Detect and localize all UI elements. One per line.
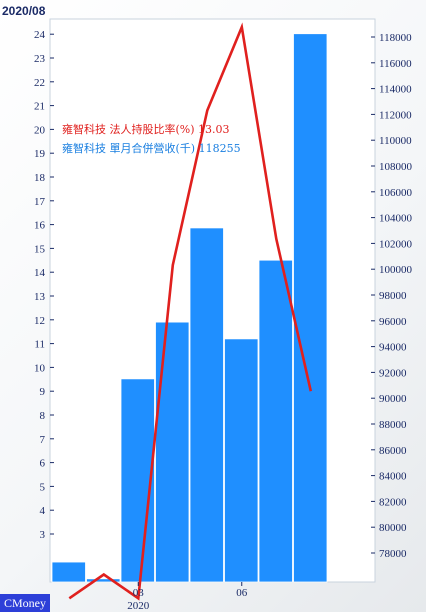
left-tick-label: 6 (40, 458, 46, 470)
left-tick-label: 16 (34, 220, 46, 232)
right-tick-label: 102000 (379, 238, 413, 250)
right-tick-label: 98000 (379, 290, 407, 302)
right-tick-label: 112000 (379, 109, 412, 121)
right-tick-label: 88000 (379, 419, 407, 431)
right-tick-label: 94000 (379, 342, 407, 354)
legend-line-label: 雍智科技 法人持股比率(%) 13.03 (62, 123, 230, 136)
right-tick-label: 96000 (379, 316, 407, 328)
left-tick-label: 22 (34, 77, 45, 89)
right-tick-label: 118000 (379, 32, 412, 44)
left-tick-label: 19 (34, 148, 46, 160)
left-tick-label: 4 (40, 505, 46, 517)
bar (189, 227, 224, 583)
right-tick-label: 100000 (379, 264, 413, 276)
bar-series (51, 33, 328, 583)
left-tick-label: 10 (34, 362, 46, 374)
line-series (68, 22, 313, 601)
left-tick-label: 5 (40, 481, 46, 493)
left-tick-label: 18 (34, 172, 46, 184)
left-axis: 3 4 5 6 7 8 9 10 11 12 13 14 15 16 17 18 19 20 21 22 23 24 (34, 29, 54, 541)
left-tick-label: 12 (34, 315, 45, 327)
left-tick-label: 13 (34, 291, 46, 303)
right-tick-label: 78000 (379, 548, 407, 560)
bar (155, 321, 190, 583)
right-tick-label: 80000 (379, 522, 407, 534)
bar (51, 561, 86, 583)
line-path (68, 22, 313, 601)
left-tick-label: 23 (34, 53, 46, 65)
right-tick-label: 104000 (379, 213, 413, 225)
right-tick-label: 82000 (379, 496, 407, 508)
left-tick-label: 17 (34, 196, 46, 208)
bar (293, 33, 328, 583)
left-tick-label: 9 (40, 386, 46, 398)
left-tick-label: 11 (34, 339, 45, 351)
left-tick-label: 7 (40, 434, 46, 446)
left-tick-label: 24 (34, 29, 46, 41)
left-tick-label: 20 (34, 124, 46, 136)
right-tick-label: 84000 (379, 471, 407, 483)
left-tick-label: 21 (34, 101, 45, 113)
x-tick-sublabel: 2020 (127, 600, 150, 612)
left-tick-label: 3 (40, 529, 46, 541)
right-tick-label: 106000 (379, 187, 413, 199)
right-tick-label: 110000 (379, 135, 412, 147)
chart-date: 2020/08 (2, 4, 46, 18)
left-tick-label: 14 (34, 267, 46, 279)
bar (86, 578, 121, 583)
right-tick-label: 92000 (379, 367, 407, 379)
legend: 雍智科技 法人持股比率(%) 13.03 雍智科技 單月合併營收(千) 1182… (62, 120, 241, 158)
x-tick-label: 03 (133, 587, 145, 599)
x-tick-label: 06 (236, 587, 248, 599)
bar (224, 338, 259, 583)
right-tick-label: 86000 (379, 445, 407, 457)
right-tick-label: 116000 (379, 58, 412, 70)
right-tick-label: 108000 (379, 161, 413, 173)
bar (258, 259, 293, 583)
left-tick-label: 15 (34, 243, 46, 255)
right-axis: 78000 80000 82000 84000 86000 88000 90000 92000… (371, 32, 413, 560)
right-tick-label: 90000 (379, 393, 407, 405)
bar (120, 378, 155, 583)
right-tick-label: 114000 (379, 84, 412, 96)
left-tick-label: 8 (40, 410, 46, 422)
legend-bar-label: 雍智科技 單月合併營收(千) 118255 (62, 142, 241, 155)
brand-logo: CMoney (0, 594, 50, 612)
